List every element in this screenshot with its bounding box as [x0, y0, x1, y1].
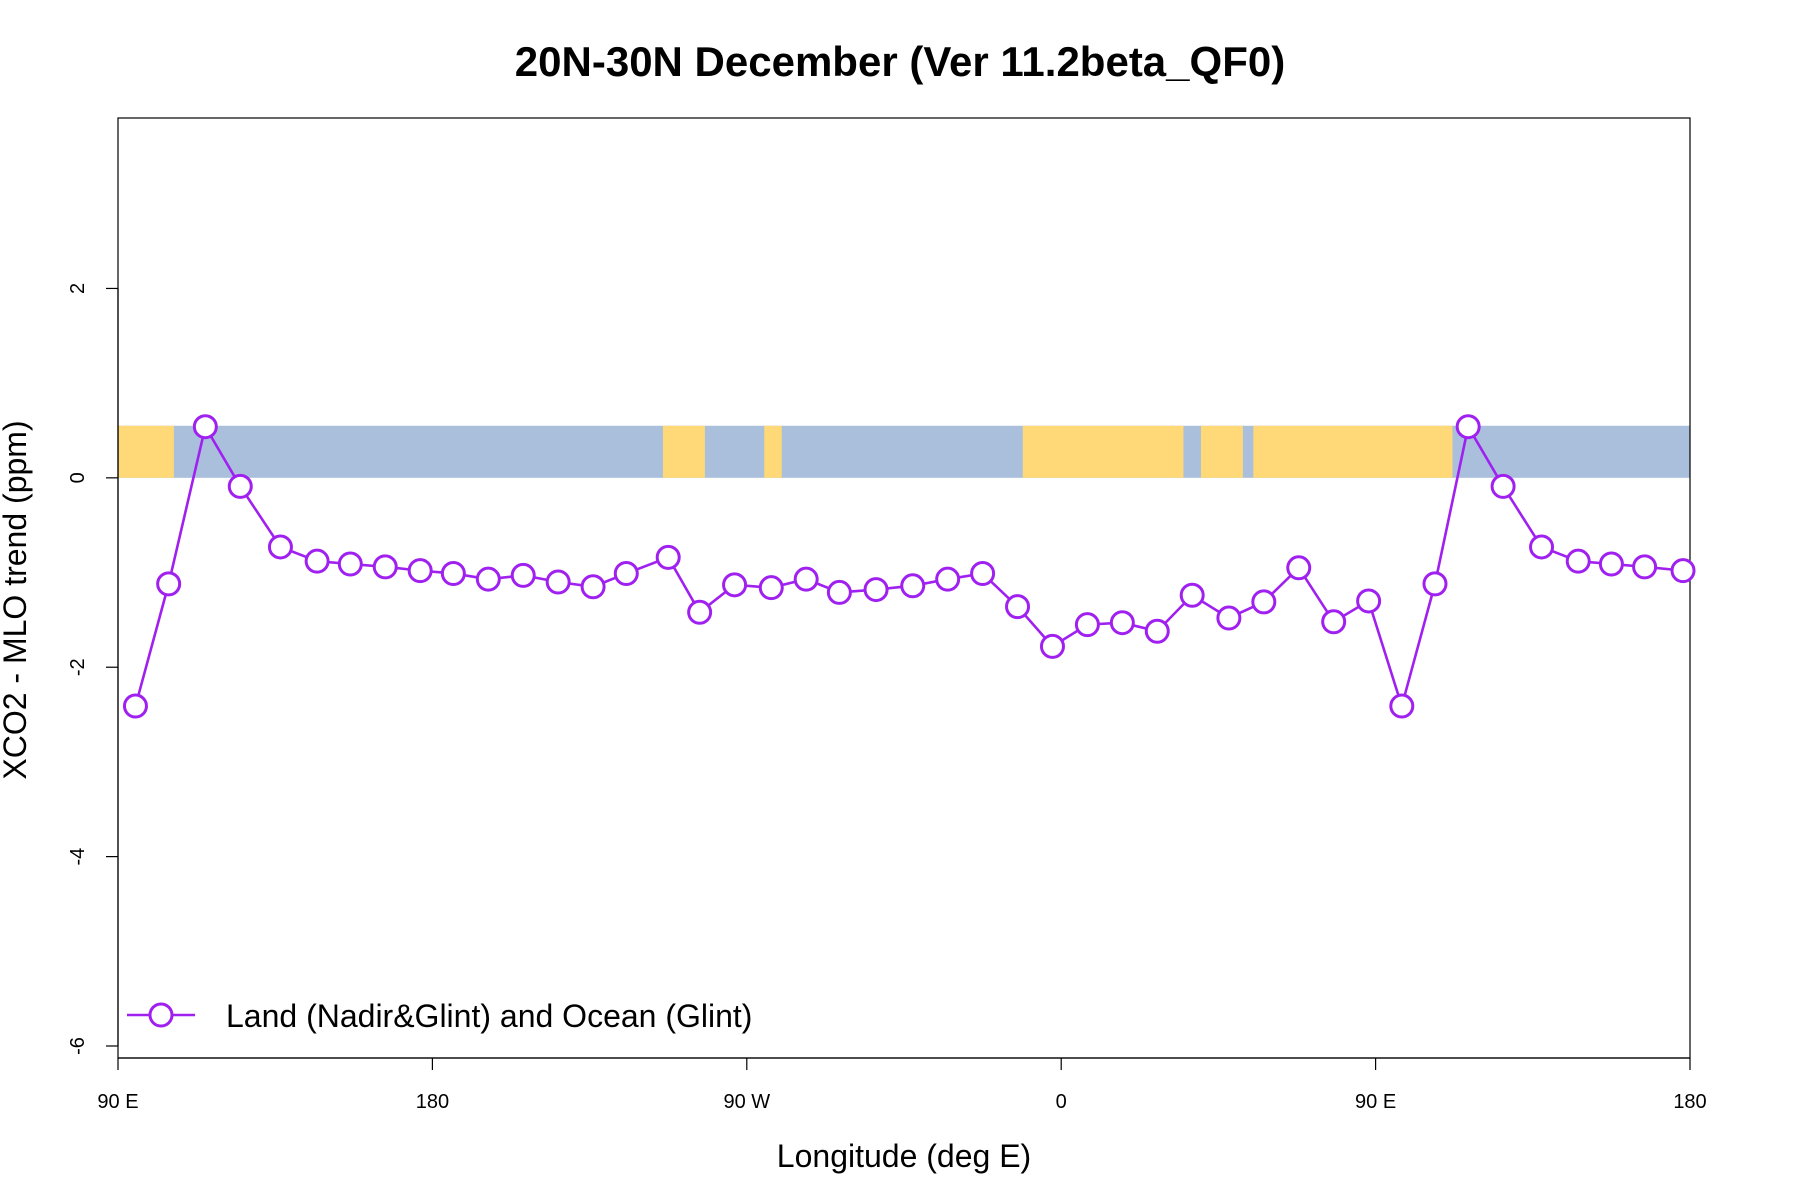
data-point-20 — [826, 579, 852, 605]
data-point-25 — [1005, 594, 1031, 620]
band-land-1 — [662, 425, 705, 478]
data-point-33 — [1286, 555, 1312, 581]
axes: 90 E 180 90 W 0 90 E 180 2 0 -2 -4 -6 — [67, 283, 1707, 1113]
band-land-3 — [1022, 425, 1184, 478]
data-point-19 — [793, 566, 819, 592]
data-point-23 — [935, 566, 961, 592]
data-point-12 — [545, 569, 571, 595]
y-tick-label-1: 0 — [67, 472, 89, 483]
data-point-17 — [722, 572, 748, 598]
legend-label: Land (Nadir&Glint) and Ocean (Glint) — [226, 998, 752, 1034]
y-axis-title: XCO2 - MLO trend (ppm) — [0, 420, 33, 779]
data-point-35 — [1356, 588, 1382, 614]
band-land-4 — [1200, 425, 1243, 478]
data-point-37 — [1422, 571, 1448, 597]
data-point-1 — [156, 571, 182, 597]
data-point-14 — [613, 560, 639, 586]
data-point-27 — [1074, 612, 1100, 638]
data-point-38 — [1455, 414, 1481, 440]
background-band — [118, 425, 1690, 478]
data-point-9 — [440, 560, 466, 586]
series-purple — [122, 414, 1696, 719]
data-point-39 — [1490, 473, 1516, 499]
data-point-2 — [192, 414, 218, 440]
data-point-31 — [1216, 605, 1242, 631]
data-point-0 — [122, 693, 148, 719]
data-point-13 — [580, 574, 606, 600]
x-tick-label-4: 90 E — [1355, 1091, 1396, 1113]
data-point-42 — [1598, 551, 1624, 577]
y-tick-label-0: 2 — [67, 283, 89, 294]
chart-title: 20N-30N December (Ver 11.2beta_QF0) — [515, 38, 1285, 85]
data-point-4 — [267, 534, 293, 560]
data-point-26 — [1039, 633, 1065, 659]
band-land-5 — [1253, 425, 1453, 478]
data-point-43 — [1632, 554, 1658, 580]
data-point-22 — [900, 573, 926, 599]
data-point-32 — [1251, 589, 1277, 615]
band-land-0 — [118, 425, 174, 478]
data-point-6 — [337, 551, 363, 577]
y-tick-label-2: -2 — [67, 658, 89, 676]
data-point-11 — [510, 562, 536, 588]
y-tick-label-4: -6 — [67, 1037, 89, 1055]
data-point-24 — [970, 560, 996, 586]
band-land-2 — [764, 425, 782, 478]
data-point-8 — [407, 558, 433, 584]
data-point-5 — [304, 548, 330, 574]
data-point-28 — [1109, 610, 1135, 636]
x-tick-label-1: 180 — [416, 1091, 449, 1113]
data-point-7 — [372, 554, 398, 580]
x-tick-label-3: 0 — [1056, 1091, 1067, 1113]
data-point-34 — [1321, 609, 1347, 635]
data-point-36 — [1389, 693, 1415, 719]
data-point-21 — [863, 577, 889, 603]
data-point-29 — [1144, 618, 1170, 644]
x-tick-label-5: 180 — [1673, 1091, 1706, 1113]
data-point-15 — [655, 544, 681, 570]
band-ocean — [118, 425, 1690, 478]
data-point-10 — [475, 566, 501, 592]
data-point-40 — [1529, 534, 1555, 560]
data-point-44 — [1670, 558, 1696, 584]
x-axis-title: Longitude (deg E) — [777, 1138, 1031, 1174]
data-point-16 — [687, 599, 713, 625]
data-point-41 — [1565, 548, 1591, 574]
data-point-30 — [1179, 582, 1205, 608]
legend-marker-swatch — [148, 1002, 174, 1028]
data-point-18 — [758, 575, 784, 601]
x-tick-label-0: 90 E — [97, 1091, 138, 1113]
legend: Land (Nadir&Glint) and Ocean (Glint) — [127, 998, 752, 1034]
data-point-3 — [227, 473, 253, 499]
y-tick-label-3: -4 — [67, 848, 89, 866]
x-tick-label-2: 90 W — [723, 1091, 770, 1113]
